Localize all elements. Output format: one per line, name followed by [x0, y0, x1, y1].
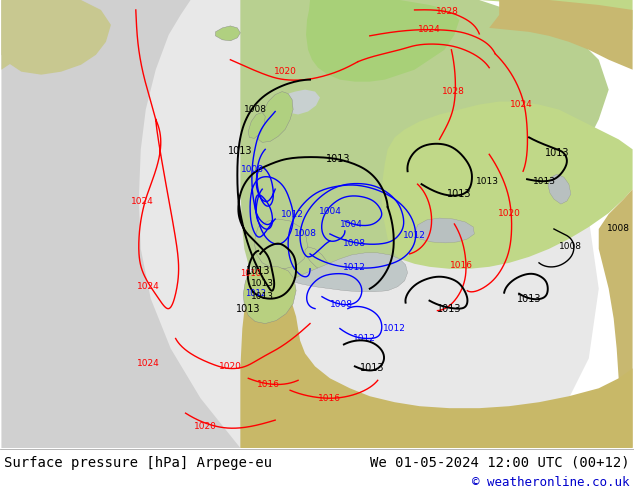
Text: 1024: 1024: [138, 282, 160, 291]
Text: 1013: 1013: [250, 292, 274, 301]
Text: 1013: 1013: [517, 294, 541, 304]
Text: 1013: 1013: [326, 154, 350, 164]
Text: © weatheronline.co.uk: © weatheronline.co.uk: [472, 476, 630, 489]
Text: 1016: 1016: [450, 261, 473, 270]
Polygon shape: [489, 0, 633, 70]
Polygon shape: [249, 113, 265, 138]
Text: 1013: 1013: [545, 148, 569, 158]
Text: 1013: 1013: [476, 177, 499, 186]
Polygon shape: [139, 0, 598, 448]
Polygon shape: [240, 289, 633, 448]
Text: 1020: 1020: [194, 421, 217, 431]
Polygon shape: [306, 0, 460, 82]
Polygon shape: [283, 90, 320, 115]
Text: 1008: 1008: [294, 229, 316, 239]
Text: 1008: 1008: [330, 300, 353, 309]
Text: 1013: 1013: [437, 304, 462, 314]
Text: 1008: 1008: [344, 240, 366, 248]
Polygon shape: [598, 189, 633, 448]
Text: 1016: 1016: [318, 394, 342, 403]
Text: 1013: 1013: [236, 304, 261, 314]
Text: 1020: 1020: [219, 362, 242, 371]
Text: 1008: 1008: [241, 165, 264, 174]
Polygon shape: [254, 219, 308, 269]
Polygon shape: [548, 174, 571, 204]
Polygon shape: [382, 0, 633, 269]
Text: 1012: 1012: [353, 334, 376, 343]
Text: 1020: 1020: [274, 67, 297, 76]
Polygon shape: [1, 0, 31, 70]
Polygon shape: [216, 26, 240, 41]
Text: 1012: 1012: [245, 289, 266, 298]
Text: 1008: 1008: [244, 105, 267, 114]
Polygon shape: [1, 0, 111, 74]
Text: 1020: 1020: [498, 209, 521, 218]
Text: 1024: 1024: [418, 25, 441, 34]
Text: 1013: 1013: [359, 364, 384, 373]
Text: 1028: 1028: [436, 7, 459, 17]
Text: 1024: 1024: [510, 100, 533, 109]
Text: 1012: 1012: [281, 210, 304, 219]
Polygon shape: [290, 253, 408, 292]
Polygon shape: [1, 0, 249, 448]
Text: 1013: 1013: [228, 147, 252, 156]
Text: 1013: 1013: [447, 189, 472, 199]
Text: 1004: 1004: [340, 220, 363, 229]
Text: 1012: 1012: [403, 231, 426, 241]
Polygon shape: [243, 267, 296, 323]
Text: 1024: 1024: [138, 359, 160, 368]
Polygon shape: [258, 92, 293, 143]
Text: 1008: 1008: [607, 224, 630, 233]
Polygon shape: [415, 218, 474, 243]
Text: 1024: 1024: [131, 196, 154, 206]
Text: 1010: 1010: [240, 270, 261, 278]
Text: 1013: 1013: [533, 177, 555, 186]
Polygon shape: [240, 0, 609, 281]
Text: 1012: 1012: [344, 263, 366, 272]
Text: 1012: 1012: [383, 324, 406, 333]
Text: Surface pressure [hPa] Arpege-eu: Surface pressure [hPa] Arpege-eu: [4, 456, 272, 470]
Text: 1013: 1013: [246, 266, 271, 276]
Text: 1028: 1028: [442, 87, 465, 96]
Text: 1008: 1008: [559, 243, 583, 251]
Text: 1016: 1016: [257, 380, 280, 389]
Text: 1004: 1004: [318, 207, 341, 216]
Text: 1013: 1013: [250, 279, 274, 288]
Polygon shape: [305, 247, 330, 273]
Text: We 01-05-2024 12:00 UTC (00+12): We 01-05-2024 12:00 UTC (00+12): [370, 456, 630, 470]
